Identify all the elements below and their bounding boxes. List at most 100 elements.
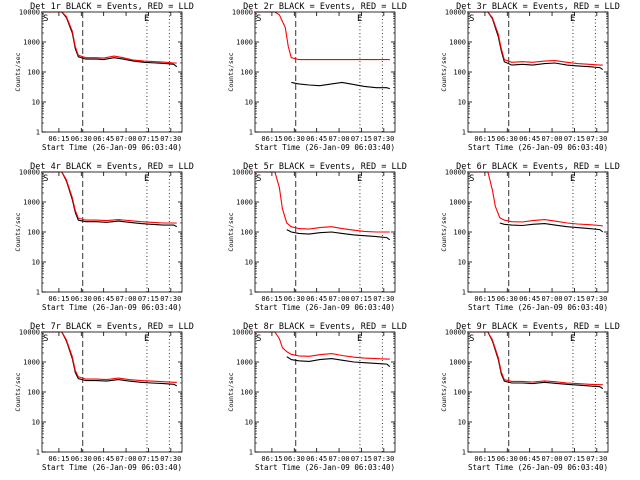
x-tick-label: 07:15 (564, 135, 585, 143)
start-marker: S (256, 334, 261, 344)
x-tick-label: 06:30 (284, 135, 305, 143)
start-marker: S (469, 14, 474, 24)
x-tick-label: 07:00 (116, 455, 137, 463)
plot-frame (254, 11, 396, 133)
x-tick-label: 07:30 (586, 455, 607, 463)
x-axis-label: Start Time (26-Jan-09 06:03:40) (42, 143, 182, 152)
chart-panel-3: Det 3r BLACK = Events, RED = LLD 1 10 100 10… (440, 2, 620, 152)
end-marker: E (357, 14, 362, 24)
y-tick-label: 1 (249, 289, 253, 297)
series-line-lld (41, 11, 177, 64)
x-tick-label: 07:30 (373, 135, 394, 143)
chart-panel-2: Det 2r BLACK = Events, RED = LLD 1 10 100 10… (227, 2, 407, 152)
x-tick-label: 06:30 (497, 135, 518, 143)
y-tick-label: 1000 (236, 39, 253, 47)
y-tick-label: 1 (462, 129, 466, 137)
chart-panel-7: Det 7r BLACK = Events, RED = LLD 1 10 100 10… (14, 322, 194, 472)
x-tick-label: 06:30 (71, 135, 92, 143)
start-marker: S (469, 334, 474, 344)
series-line-events (41, 331, 178, 387)
start-marker: S (43, 174, 48, 184)
x-tick-label: 06:45 (93, 295, 114, 303)
x-tick-label: 07:15 (351, 295, 372, 303)
end-marker: E (570, 14, 575, 24)
x-axis-label: Start Time (26-Jan-09 06:03:40) (42, 303, 182, 312)
y-tick-label: 10000 (232, 169, 253, 177)
y-tick-label: 1000 (449, 199, 466, 207)
y-axis-label: Counts/sec (440, 52, 448, 91)
series-line-events (499, 222, 604, 233)
x-tick-label: 06:30 (497, 455, 518, 463)
y-tick-label: 1000 (23, 359, 40, 367)
y-tick-label: 100 (240, 389, 253, 397)
series-line-lld (254, 171, 390, 233)
chart-panel-1: Det 1r BLACK = Events, RED = LLD 1 10 100 10… (14, 2, 194, 152)
x-tick-label: 06:45 (306, 135, 327, 143)
chart-title: Det 2r BLACK = Events, RED = LLD (243, 2, 407, 12)
start-marker: S (256, 174, 261, 184)
series-line-events (467, 11, 604, 71)
x-tick-label: 06:45 (306, 455, 327, 463)
plot-frame (467, 11, 609, 133)
y-tick-label: 10 (32, 419, 40, 427)
chart-panel-9: Det 9r BLACK = Events, RED = LLD 1 10 100 10… (440, 322, 620, 472)
series-line-lld (41, 171, 177, 224)
x-tick-label: 07:30 (160, 455, 181, 463)
y-tick-label: 1000 (23, 39, 40, 47)
series-line-events (41, 171, 178, 228)
x-tick-label: 07:00 (542, 295, 563, 303)
x-tick-label: 06:45 (519, 455, 540, 463)
y-axis-label: Counts/sec (440, 212, 448, 251)
y-tick-label: 1000 (449, 39, 466, 47)
x-tick-label: 07:00 (116, 135, 137, 143)
end-marker: E (357, 174, 362, 184)
x-axis-label: Start Time (26-Jan-09 06:03:40) (255, 303, 395, 312)
x-tick-label: 06:15 (474, 295, 495, 303)
y-tick-label: 10000 (445, 169, 466, 177)
plot-frame (467, 331, 609, 453)
x-tick-label: 06:15 (474, 455, 495, 463)
y-tick-label: 10 (32, 259, 40, 267)
y-tick-label: 1 (36, 289, 40, 297)
x-tick-label: 07:00 (542, 455, 563, 463)
y-tick-label: 10000 (19, 169, 40, 177)
y-tick-label: 10 (458, 99, 466, 107)
plot-frame (467, 171, 609, 293)
x-tick-label: 06:15 (261, 455, 282, 463)
x-axis-label: Start Time (26-Jan-09 06:03:40) (468, 303, 608, 312)
x-axis-label: Start Time (26-Jan-09 06:03:40) (255, 463, 395, 472)
x-tick-label: 07:30 (586, 135, 607, 143)
chart-title: Det 1r BLACK = Events, RED = LLD (30, 2, 194, 12)
y-tick-label: 100 (27, 69, 40, 77)
y-tick-label: 100 (453, 69, 466, 77)
x-tick-label: 06:45 (93, 135, 114, 143)
start-marker: S (43, 14, 48, 24)
y-axis-label: Counts/sec (14, 212, 22, 251)
y-tick-label: 1 (249, 449, 253, 457)
series-line-lld (254, 11, 390, 61)
x-tick-label: 06:45 (93, 455, 114, 463)
y-tick-label: 1000 (236, 199, 253, 207)
x-axis-label: Start Time (26-Jan-09 06:03:40) (468, 143, 608, 152)
x-tick-label: 07:00 (329, 455, 350, 463)
y-tick-label: 1000 (449, 359, 466, 367)
x-tick-label: 07:00 (116, 295, 137, 303)
series-line-lld (467, 171, 603, 227)
x-tick-label: 06:45 (306, 295, 327, 303)
x-tick-label: 06:15 (48, 455, 69, 463)
chart-title: Det 3r BLACK = Events, RED = LLD (456, 2, 620, 12)
chart-panel-8: Det 8r BLACK = Events, RED = LLD 1 10 100 10… (227, 322, 407, 472)
start-marker: S (43, 334, 48, 344)
chart-title: Det 9r BLACK = Events, RED = LLD (456, 322, 620, 332)
start-marker: S (469, 174, 474, 184)
y-axis-label: Counts/sec (14, 52, 22, 91)
chart-title: Det 6r BLACK = Events, RED = LLD (456, 162, 620, 172)
y-tick-label: 1 (462, 449, 466, 457)
x-tick-label: 06:15 (474, 135, 495, 143)
x-tick-label: 07:15 (351, 135, 372, 143)
y-tick-label: 10000 (445, 9, 466, 17)
y-tick-label: 100 (27, 229, 40, 237)
y-tick-label: 10 (458, 419, 466, 427)
